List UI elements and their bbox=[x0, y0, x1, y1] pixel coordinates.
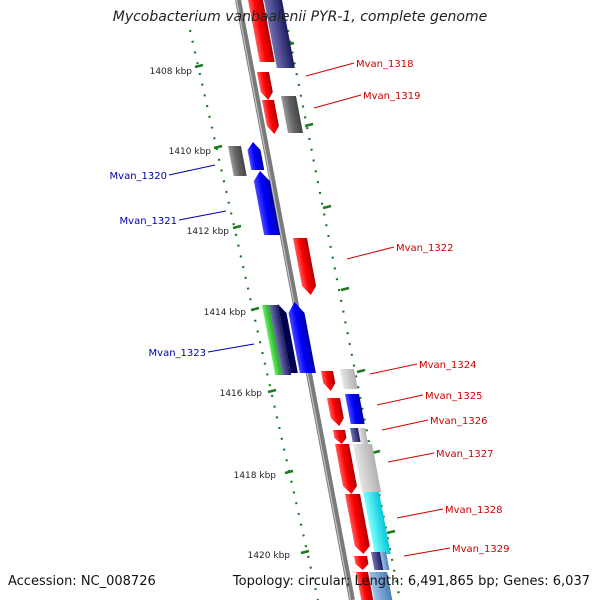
tick-mark-1416 bbox=[267, 388, 277, 394]
label-leaders bbox=[168, 62, 451, 557]
accession-text: Accession: NC_008726 bbox=[8, 574, 156, 589]
tick-labels: 1408 kbp 1410 kbp 1412 kbp 1414 kbp 1416… bbox=[150, 67, 291, 561]
gene-feature-mvan-1328 bbox=[345, 494, 370, 554]
gene-features bbox=[228, 0, 393, 600]
gene-label: Mvan_1324 bbox=[419, 360, 476, 371]
gene-feature-mvan-1322 bbox=[293, 238, 317, 295]
gene-label: Mvan_1326 bbox=[430, 416, 487, 427]
gene-feature-mvan-1329 bbox=[354, 556, 369, 570]
gene-feature-blue-1325 bbox=[345, 394, 365, 424]
tick-label: 1416 kbp bbox=[220, 389, 263, 399]
gene-feature-navy-1329 bbox=[371, 552, 390, 570]
gene-feature-cyan-1328 bbox=[363, 492, 391, 554]
tick-mark-1408 bbox=[194, 63, 204, 69]
gene-label: Mvan_1322 bbox=[396, 243, 453, 254]
gene-feature-mvan-1325 bbox=[327, 398, 344, 426]
gene-feature-mvan-1321 bbox=[253, 171, 281, 235]
gene-label: Mvan_1319 bbox=[363, 91, 420, 102]
genome-summary-text: Topology: circular; Length: 6,491,865 bp… bbox=[232, 574, 590, 589]
gene-feature-mvan-1326 bbox=[333, 430, 347, 444]
tick-label: 1412 kbp bbox=[187, 227, 230, 237]
gene-label: Mvan_1327 bbox=[436, 449, 493, 460]
gene-feature-light-1324 bbox=[340, 369, 358, 389]
tick-label: 1420 kbp bbox=[248, 551, 291, 561]
tick-label: 1418 kbp bbox=[234, 471, 277, 481]
gene-feature-grey-1320 bbox=[228, 146, 247, 176]
tick-mark-1420 bbox=[300, 549, 310, 555]
gene-label: Mvan_1318 bbox=[356, 59, 413, 70]
gene-feature-mvan-1324 bbox=[321, 371, 336, 391]
tick-mark-1414 bbox=[250, 306, 260, 312]
gene-label: Mvan_1328 bbox=[445, 505, 502, 516]
gene-label: Mvan_1321 bbox=[120, 216, 177, 227]
gene-feature-mvan-1323 bbox=[262, 302, 316, 375]
map-title: Mycobacterium vanbaalenii PYR-1, complet… bbox=[112, 9, 488, 25]
gene-feature-mvan-1320 bbox=[247, 142, 265, 170]
gene-feature-mvan-1319 bbox=[262, 100, 279, 134]
tick-label: 1414 kbp bbox=[204, 308, 247, 318]
genome-backbone bbox=[235, 0, 355, 600]
gene-labels: Mvan_1318 Mvan_1319 Mvan_1320 Mvan_1321 … bbox=[110, 59, 510, 555]
gene-label: Mvan_1329 bbox=[452, 544, 509, 555]
gene-feature-mvan-1327 bbox=[335, 444, 357, 494]
gene-feature-bottom-partial bbox=[356, 572, 393, 600]
tick-mark-1418 bbox=[284, 469, 294, 475]
gene-feature-navy-1326 bbox=[350, 428, 369, 444]
tick-label: 1410 kbp bbox=[169, 147, 212, 157]
gene-feature-top-partial bbox=[248, 0, 295, 68]
tick-mark-1410 bbox=[213, 144, 223, 150]
tick-mark-1412 bbox=[232, 224, 242, 230]
gene-label: Mvan_1323 bbox=[149, 348, 206, 359]
gene-feature-light-1327 bbox=[353, 444, 382, 492]
gene-feature-grey-1319 bbox=[281, 96, 303, 133]
gene-feature-mvan-1318 bbox=[257, 72, 273, 100]
tick-label: 1408 kbp bbox=[150, 67, 193, 77]
gene-label: Mvan_1325 bbox=[425, 391, 482, 402]
gene-label: Mvan_1320 bbox=[110, 171, 167, 182]
